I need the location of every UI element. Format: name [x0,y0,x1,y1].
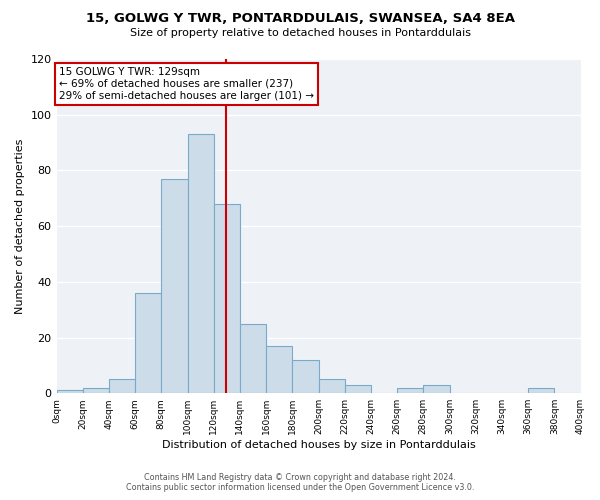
Bar [266,346,292,393]
Bar [56,390,83,393]
Bar [135,293,161,393]
Bar [345,385,371,393]
Bar [240,324,266,393]
Bar [397,388,424,393]
Bar [161,179,188,393]
Bar [528,388,554,393]
Y-axis label: Number of detached properties: Number of detached properties [15,138,25,314]
Text: Size of property relative to detached houses in Pontarddulais: Size of property relative to detached ho… [130,28,470,38]
Bar [188,134,214,393]
Text: 15 GOLWG Y TWR: 129sqm
← 69% of detached houses are smaller (237)
29% of semi-de: 15 GOLWG Y TWR: 129sqm ← 69% of detached… [59,68,314,100]
Text: 15, GOLWG Y TWR, PONTARDDULAIS, SWANSEA, SA4 8EA: 15, GOLWG Y TWR, PONTARDDULAIS, SWANSEA,… [86,12,515,26]
Bar [319,380,345,393]
Bar [214,204,240,393]
Bar [424,385,449,393]
Text: Contains HM Land Registry data © Crown copyright and database right 2024.
Contai: Contains HM Land Registry data © Crown c… [126,473,474,492]
Bar [109,380,135,393]
Bar [83,388,109,393]
Bar [292,360,319,393]
X-axis label: Distribution of detached houses by size in Pontarddulais: Distribution of detached houses by size … [161,440,475,450]
